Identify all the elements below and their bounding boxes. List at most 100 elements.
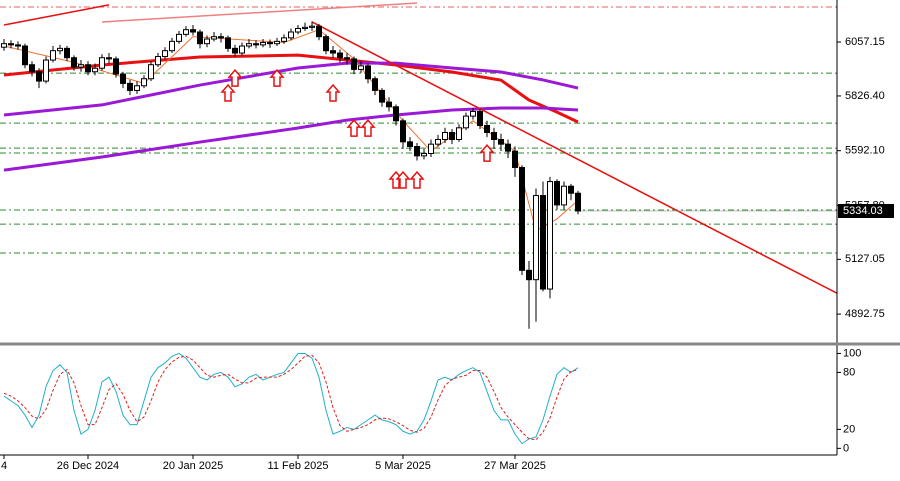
candle-body <box>127 82 133 91</box>
x-tick-label: 4 <box>1 460 7 472</box>
candle-body <box>442 131 448 140</box>
x-tick-label: 11 Feb 2025 <box>268 460 329 472</box>
candle-body <box>120 73 126 84</box>
trendline <box>311 21 837 294</box>
x-tick-label: 20 Jan 2025 <box>163 460 224 472</box>
candle-body <box>554 181 560 206</box>
candle-body <box>1 43 7 48</box>
candle-body <box>148 64 154 80</box>
indicator-line <box>3 352 579 445</box>
candle-body <box>267 42 273 45</box>
candle-body <box>99 57 105 69</box>
indicator-panel <box>3 352 579 445</box>
last-price-box <box>838 203 894 218</box>
candle-body <box>29 64 35 73</box>
x-tick-label: 27 Mar 2025 <box>484 460 546 472</box>
indicator-tick-label: 20 <box>843 423 855 435</box>
candle-body <box>295 28 301 33</box>
candle-body <box>162 50 168 58</box>
candle-body <box>547 181 553 290</box>
candle-body <box>393 106 399 122</box>
signal-arrow <box>360 118 376 137</box>
candle-body <box>302 26 308 30</box>
candle-body <box>211 36 217 40</box>
candle-body <box>575 192 581 212</box>
y-tick-label: 5592.10 <box>845 145 885 157</box>
candle-body <box>379 89 385 103</box>
x-tick-label: 5 Mar 2025 <box>375 460 431 472</box>
candle-body <box>533 195 539 281</box>
candle-body <box>64 47 70 59</box>
indicator-line <box>3 354 579 441</box>
candle-body <box>414 145 420 157</box>
y-tick-label: 6057.15 <box>845 36 885 48</box>
candle-body <box>204 38 210 45</box>
candle-body <box>85 64 91 73</box>
candle-body <box>169 40 175 52</box>
last-price-label: 5334.03 <box>843 205 883 217</box>
candle-body <box>498 138 504 145</box>
candle-body <box>288 31 294 39</box>
candle-body <box>43 59 49 82</box>
signal-arrow <box>269 68 285 87</box>
candle-body <box>526 269 532 281</box>
candle-body <box>337 52 343 59</box>
candle-body <box>190 29 196 33</box>
candle-body <box>407 141 413 147</box>
candle-body <box>470 110 476 117</box>
candle-body <box>568 185 574 194</box>
candle-body <box>323 36 329 52</box>
candle-body <box>78 64 84 68</box>
candle-body <box>365 65 371 80</box>
x-tick-label: 26 Dec 2024 <box>57 460 119 472</box>
candle-body <box>246 43 252 47</box>
candle-body <box>400 120 406 143</box>
signal-arrow <box>395 170 411 189</box>
candle-body <box>484 124 490 133</box>
candle-body <box>561 185 567 206</box>
candle-body <box>463 115 469 129</box>
candle-body <box>456 127 462 140</box>
candle-body <box>155 56 161 66</box>
signal-arrow <box>479 143 495 162</box>
indicator-tick-label: 100 <box>843 347 861 359</box>
moving-average <box>3 106 579 172</box>
signal-arrow <box>325 83 341 102</box>
candle-body <box>134 85 140 91</box>
candle-body <box>141 78 147 87</box>
indicator-tick-label: 0 <box>843 442 849 454</box>
candle-body <box>113 58 119 75</box>
candle-body <box>274 40 280 45</box>
candle-body <box>372 78 378 91</box>
signal-arrow <box>227 68 243 87</box>
signal-arrow <box>346 118 362 137</box>
candle-body <box>351 58 357 70</box>
candle-body <box>260 42 266 46</box>
candle-body <box>512 150 518 169</box>
candle-body <box>176 33 182 42</box>
trendline <box>101 2 418 23</box>
candle-body <box>183 29 189 35</box>
candle-body <box>225 37 231 49</box>
candle-body <box>232 47 238 54</box>
candle-body <box>71 57 77 68</box>
candle-body <box>15 44 21 47</box>
candle-body <box>106 57 112 60</box>
candle-body <box>358 65 364 70</box>
y-tick-label: 4892.75 <box>845 308 885 320</box>
indicator-tick-label: 80 <box>843 366 855 378</box>
candle-body <box>197 31 203 45</box>
candle-body <box>281 37 287 42</box>
candle-body <box>491 131 497 140</box>
candle-body <box>421 153 427 157</box>
candle-body <box>36 71 42 82</box>
candle-body <box>477 110 483 126</box>
candle-body <box>92 67 98 73</box>
moving-average <box>3 61 579 117</box>
candle-body <box>316 25 322 38</box>
candle-body <box>386 101 392 108</box>
candle-body <box>428 143 434 155</box>
